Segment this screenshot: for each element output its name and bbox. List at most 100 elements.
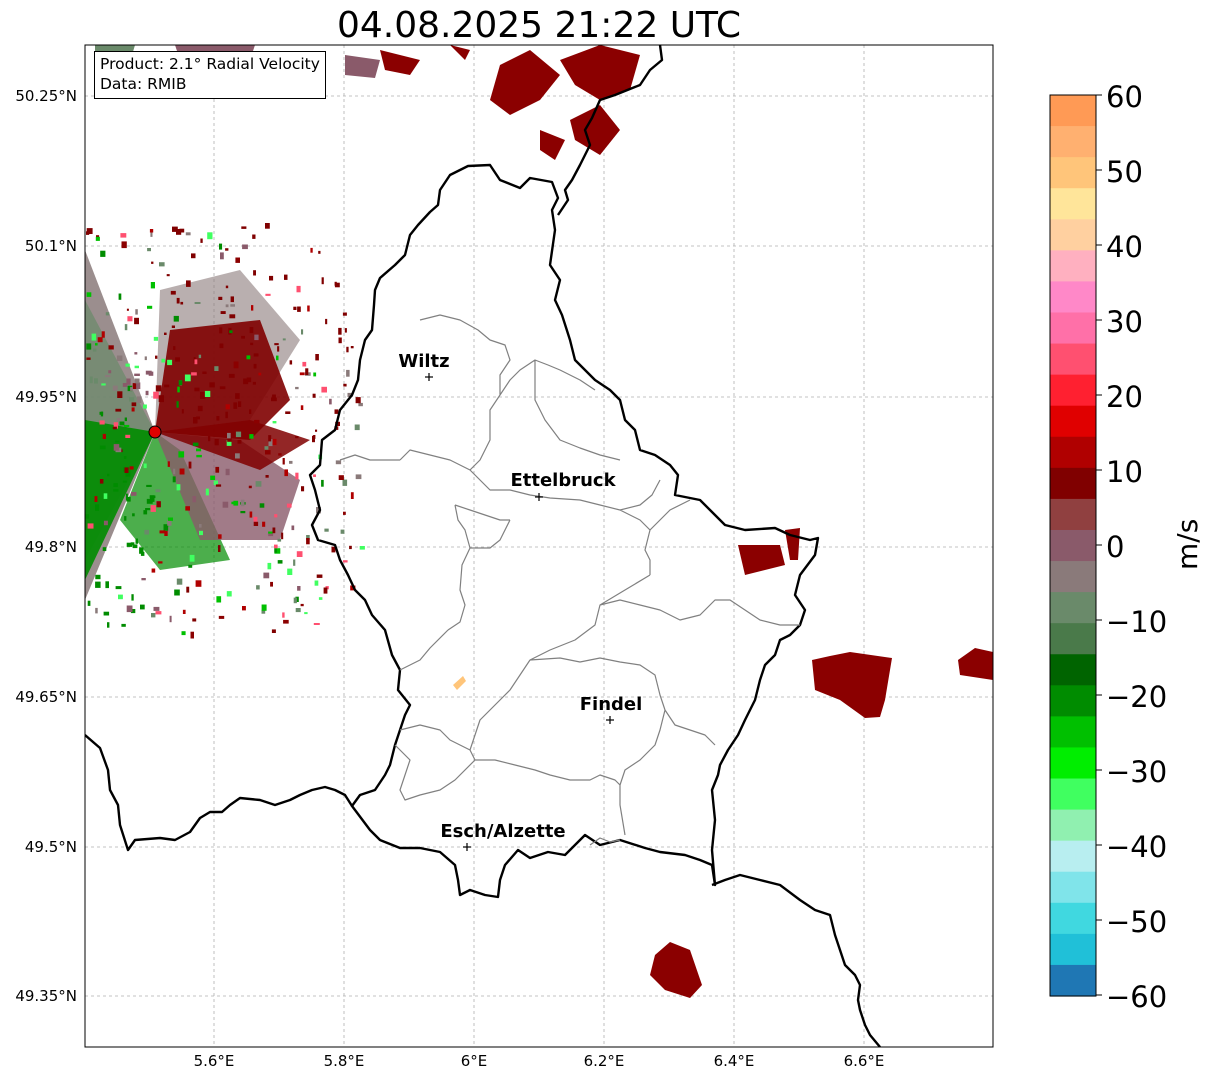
radar-pixel [338,327,342,335]
radar-pixel [271,397,277,402]
colorbar-segment [1050,126,1096,158]
radar-pixel [176,401,179,408]
radar-pixel [272,527,276,534]
radar-pixel [113,483,118,487]
radar-pixel [269,275,274,281]
radar-pixel [124,324,128,331]
radar-fan [85,250,310,600]
radar-pixel [261,604,267,611]
colorbar-segment [1050,374,1096,407]
radar-pixel [315,354,319,361]
radar-pixel [296,285,301,293]
lat-label-49-35: 49.35°N [15,987,77,1005]
radar-pixel [305,368,309,375]
colorbar-tick-40: 40 [1106,230,1143,264]
radar-pixel [316,507,321,514]
radar-pixel [249,511,253,518]
radar-pixel [124,516,127,521]
radar-pixel [185,232,191,236]
radar-pixel [127,316,133,322]
radar-pixel [121,241,127,249]
radar-pixel [252,234,256,239]
radar-pixel [268,531,273,534]
radar-pixel [268,532,274,537]
radar-pixel [194,302,201,304]
colorbar [1050,95,1096,997]
radar-pixel [274,343,279,346]
radar-pixel [173,346,176,350]
radar-pixel [293,559,296,566]
radar-pixel [94,496,98,502]
radar-pixel [200,392,206,399]
radar-pixel [256,585,260,590]
radar-pixel [225,468,230,476]
radar-pixel [208,436,211,442]
radar-pixel [132,544,138,549]
radar-pixel [265,475,269,478]
radar-pixel [204,390,211,397]
radar-pixel [97,337,103,343]
radar-pixel [240,511,246,514]
radar-pixel [346,346,349,353]
echo-outbound-south [453,676,466,690]
colorbar-tick-60: 60 [1106,80,1143,114]
radar-pixel [302,361,307,367]
radar-pixel [151,568,156,573]
radar-pixel [196,454,202,458]
radar-pixel [112,385,118,391]
radar-pixel [188,564,193,568]
radar-pixel [181,409,184,414]
radar-pixel [350,346,354,349]
radar-pixel [103,611,110,616]
radar-pixel [131,407,135,412]
radar-pixel [222,501,229,508]
radar-pixel [318,250,321,254]
radar-pixel [125,470,131,477]
radar-pixel [295,472,299,480]
radar-pixel [163,524,169,531]
radar-pixel [304,612,308,615]
radar-pixel [99,479,104,484]
colorbar-segment [1050,654,1096,686]
radar-pixel [218,545,221,552]
radar-pixel [135,538,138,544]
lat-label-49-8: 49.8°N [24,538,77,556]
radar-pixel [95,343,98,346]
radar-pixel [144,529,149,535]
radar-pixel [270,581,273,587]
radar-pixel [265,293,271,296]
radar-pixel [144,356,147,361]
radar-pixel [274,548,277,553]
radar-pixel [176,484,181,491]
radar-pixel [181,631,186,636]
radar-pixel [215,466,220,473]
lon-label-5-8: 5.8°E [323,1052,365,1070]
radar-pixel [107,473,110,477]
radar-pixel [196,416,200,420]
radar-pixel [253,363,257,369]
radar-pixel [255,481,262,487]
colorbar-segment [1050,250,1096,283]
radar-pixel [235,431,242,438]
radar-pixel [143,404,147,409]
radar-pixel [276,355,279,361]
map-title: 04.08.2025 21:22 UTC [336,5,742,46]
radar-pixel [103,520,108,526]
radar-pixel [100,411,104,417]
radar-pixel [335,460,342,465]
radar-pixel [167,517,173,521]
radar-pixel [264,446,269,450]
radar-pixel [277,538,282,542]
radar-pixel [173,315,179,322]
radar-pixel [238,401,242,407]
radar-pixel [199,524,202,528]
colorbar-segment [1050,312,1096,345]
radar-pixel [301,329,304,335]
radar-pixel [113,444,120,451]
radar-pixel [108,370,112,374]
radar-pixel [130,542,135,546]
radar-pixel [118,594,123,600]
radar-pixel [147,248,151,252]
radar-pixel [293,306,297,310]
radar-pixel [146,498,153,504]
